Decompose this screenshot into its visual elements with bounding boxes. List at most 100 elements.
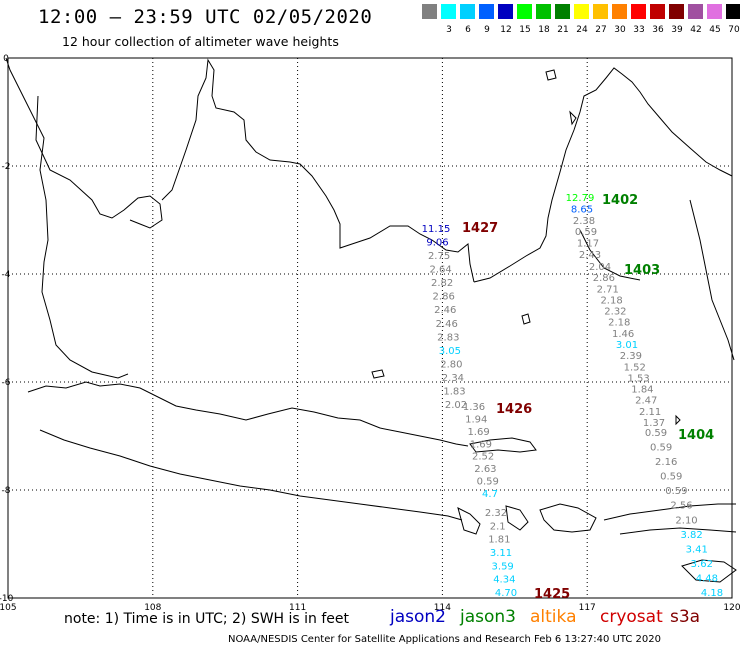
wave-height-value: 0.59 — [665, 486, 687, 497]
wave-height-value: 2.38 — [573, 216, 595, 227]
lat-label: -2 — [2, 162, 11, 172]
wave-height-value: 2.16 — [655, 457, 677, 468]
track-time-label: 1425 — [534, 587, 570, 602]
wave-height-value: 4.18 — [701, 588, 723, 599]
wave-height-value: 3.11 — [490, 548, 512, 559]
wave-height-value: 2.86 — [433, 292, 455, 303]
wave-height-value: 4.48 — [696, 573, 718, 584]
satellite-altika: altika — [530, 607, 577, 627]
chart-title: 12:00 – 23:59 UTC 02/05/2020 — [38, 6, 373, 28]
legend-label: 36 — [652, 25, 664, 35]
lat-label: -4 — [2, 270, 11, 280]
wave-height-value: 2.64 — [429, 265, 451, 276]
wave-height-value: 2.02 — [445, 400, 467, 411]
wave-height-value: 3.62 — [691, 559, 713, 570]
legend-label: 39 — [671, 25, 683, 35]
wave-height-value: 3.05 — [439, 346, 461, 357]
legend-swatch — [593, 4, 608, 19]
wave-height-value: 2.18 — [600, 295, 622, 306]
chart-subtitle: 12 hour collection of altimeter wave hei… — [62, 34, 339, 49]
wave-height-value: 11.15 — [422, 224, 451, 235]
lat-label: 0 — [3, 54, 9, 64]
legend-swatch — [574, 4, 589, 19]
wave-height-value: 0.59 — [650, 443, 672, 454]
legend-swatch — [726, 4, 740, 19]
legend-swatch — [669, 4, 684, 19]
wave-height-value: 3.41 — [686, 544, 708, 555]
wave-height-value: 2.75 — [428, 251, 450, 262]
wave-height-value: 3.01 — [616, 340, 638, 351]
latitude-labels: 0 -2 -4 -6 -8 -10 — [0, 54, 14, 604]
wave-height-value: 2.1 — [490, 521, 506, 532]
wave-height-value: 9.06 — [426, 238, 448, 249]
legend-label: 45 — [709, 25, 721, 35]
wave-height-value: 4.7 — [482, 489, 498, 500]
satellite-jason2: jason2 — [390, 607, 446, 627]
track-time-label: 1426 — [496, 402, 532, 417]
wave-height-value: 2.52 — [472, 452, 494, 463]
satellite-s3a: s3a — [670, 607, 701, 627]
wave-height-value: 2.82 — [431, 278, 453, 289]
legend-swatch — [479, 4, 494, 19]
legend-label: 42 — [690, 25, 702, 35]
track-time-label: 1404 — [678, 428, 714, 443]
lon-label: 111 — [289, 603, 306, 613]
legend-swatch — [498, 4, 513, 19]
wave-height-value: 1.94 — [465, 414, 487, 425]
legend-label: 21 — [557, 25, 569, 35]
coastline — [5, 57, 737, 583]
wave-height-value: 2.71 — [597, 284, 619, 295]
wave-height-value: 1.81 — [488, 535, 510, 546]
wave-height-value: 2.32 — [604, 307, 626, 318]
legend-label: 18 — [538, 25, 550, 35]
map-frame — [7, 57, 733, 599]
legend-swatch — [612, 4, 627, 19]
lat-label: -6 — [2, 378, 11, 388]
wave-height-value: 1.37 — [643, 418, 665, 429]
wave-height-value: 4.34 — [493, 575, 515, 586]
wave-height-value: 2.46 — [434, 305, 456, 316]
legend-label: 3 — [446, 25, 452, 35]
legend-label: 33 — [633, 25, 645, 35]
lat-lon-grid — [7, 57, 733, 599]
wave-height-value: 0.59 — [575, 227, 597, 238]
lat-label: -8 — [2, 486, 11, 496]
wave-height-value: 0.59 — [660, 472, 682, 483]
legend-swatch — [441, 4, 456, 19]
track-1404: 0.59 0.59 2.16 0.59 0.59 2.56 2.10 3.82 3.41 3.62… — [645, 428, 723, 599]
lon-label: 117 — [579, 603, 596, 613]
longitude-labels: 105 108 111 114 117 120 — [0, 603, 740, 613]
lon-label: 114 — [434, 603, 451, 613]
lon-label: 105 — [0, 603, 17, 613]
track-1402: 12.798.652.380.591.172.43 1402 — [566, 193, 639, 261]
lon-label: 108 — [144, 603, 161, 613]
legend-label: 15 — [519, 25, 531, 35]
wave-height-value: 1.84 — [631, 385, 653, 396]
legend-swatch — [422, 4, 437, 19]
legend-swatch — [536, 4, 551, 19]
wave-height-value: 2.11 — [639, 407, 661, 418]
legend-swatch — [555, 4, 570, 19]
wave-height-value: 0.59 — [477, 477, 499, 488]
lat-label: -10 — [0, 594, 14, 604]
legend-label: 6 — [465, 25, 471, 35]
wave-height-value: 1.83 — [443, 386, 465, 397]
wave-height-value: 1.17 — [577, 239, 599, 250]
wave-height-value: 2.56 — [670, 501, 692, 512]
track-1427: 11.15 9.06 2.75 2.64 2.82 2.86 2.46 2.46 2.83 3.0… — [422, 221, 499, 411]
legend-label: 24 — [576, 25, 588, 35]
track-time-label: 1427 — [462, 221, 498, 236]
wave-height-value: 4.70 — [495, 588, 517, 599]
credit-line: NOAA/NESDIS Center for Satellite Applica… — [228, 634, 661, 645]
wave-height-value: 2.46 — [436, 319, 458, 330]
wave-height-value: 1.36 — [463, 402, 485, 413]
track-time-label: 1403 — [624, 263, 660, 278]
wave-height-value: 2.86 — [593, 273, 615, 284]
wave-height-value: 2.80 — [440, 359, 462, 370]
satellite-cryosat: cryosat — [600, 607, 663, 627]
legend-label: 9 — [484, 25, 490, 35]
legend-swatch — [460, 4, 475, 19]
wave-height-value: 1.53 — [627, 373, 649, 384]
legend-swatch — [707, 4, 722, 19]
wave-height-value: 12.79 — [566, 193, 595, 204]
